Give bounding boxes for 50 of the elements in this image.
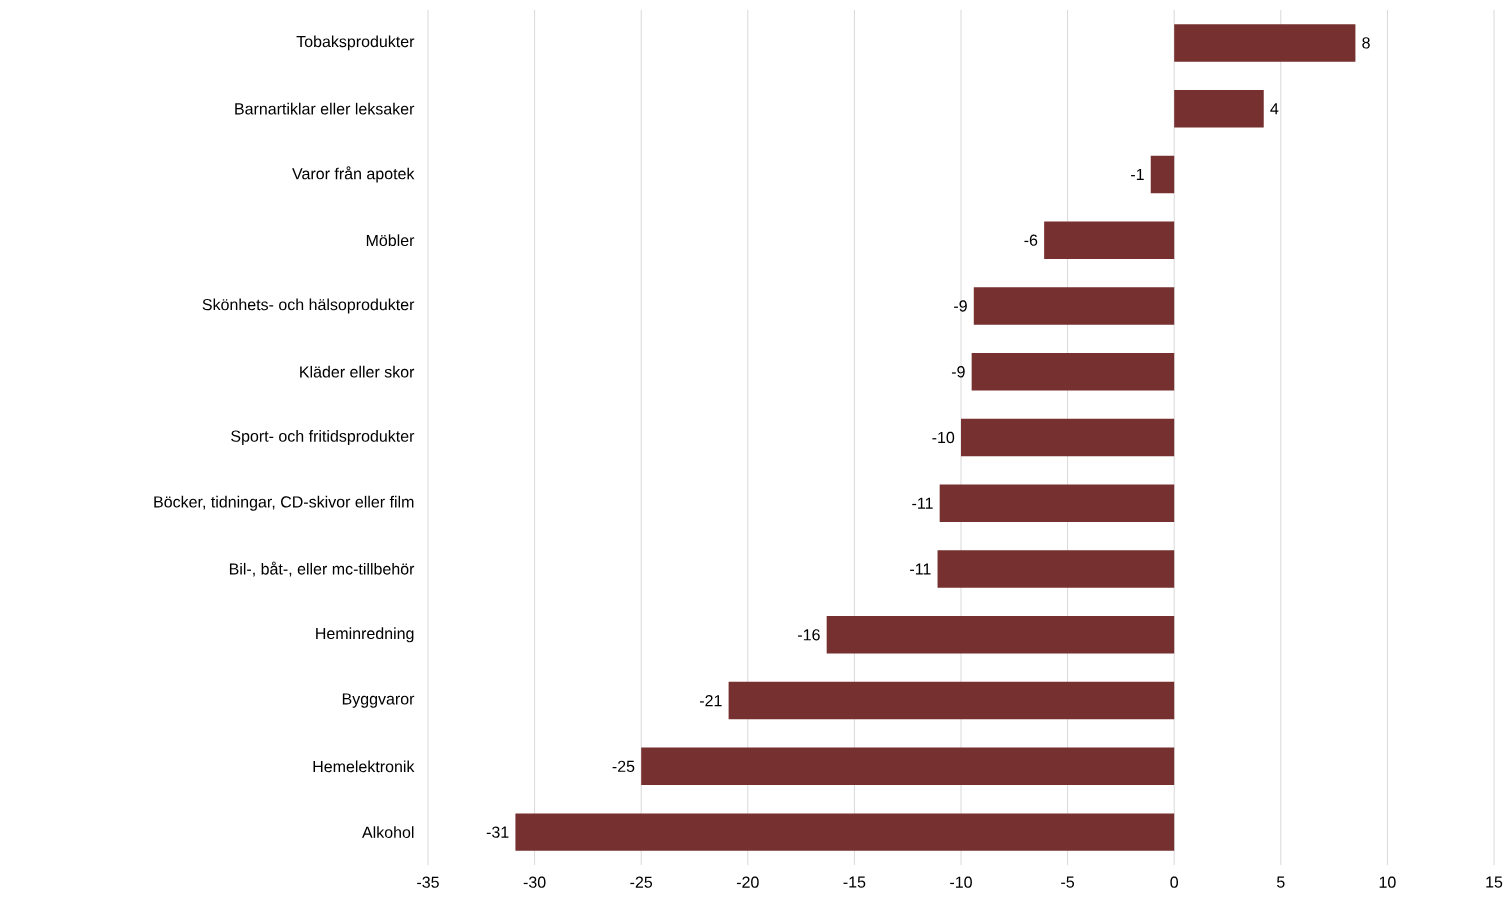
data-label: -25 — [612, 760, 635, 773]
data-label: -6 — [1024, 234, 1038, 246]
bar — [826, 616, 1175, 654]
y-tick-label: Varor från apotek — [292, 166, 415, 183]
bar — [1044, 221, 1175, 259]
data-label: -1 — [1131, 168, 1144, 180]
x-tick-label: -20 — [736, 876, 759, 888]
data-label: -31 — [486, 826, 509, 838]
y-tick-label: Kläder eller skor — [300, 365, 415, 378]
x-tick-label: -30 — [523, 876, 546, 888]
data-label: -10 — [932, 431, 955, 444]
data-label: 8 — [1362, 37, 1370, 49]
y-tick-label: Böcker, tidningar, CD-skivor eller film — [154, 495, 414, 511]
bar — [939, 484, 1175, 523]
bar — [971, 352, 1175, 391]
x-tick-label: 15 — [1486, 876, 1503, 888]
y-tick-label: Skönhets- och hälsoprodukter — [202, 298, 415, 314]
x-tick-label: -10 — [950, 876, 972, 888]
y-tick-label: Möbler — [366, 234, 415, 247]
data-label: -21 — [699, 695, 722, 707]
data-label: -9 — [954, 300, 967, 312]
x-tick-label: -35 — [417, 876, 439, 888]
bar — [728, 681, 1175, 720]
bar — [1174, 24, 1356, 62]
y-tick-label: Bil-, båt-, eller mc-tillbehör — [229, 561, 415, 577]
y-tick-label: Hemelektronik — [313, 760, 415, 773]
data-label: -9 — [951, 366, 965, 378]
bar — [961, 418, 1175, 457]
x-tick-label: 0 — [1170, 876, 1179, 888]
data-label: 4 — [1270, 103, 1279, 115]
x-tick-label: -15 — [843, 876, 866, 888]
data-label: -16 — [798, 629, 820, 641]
bar — [937, 550, 1175, 588]
y-tick-label: Alkohol — [362, 826, 414, 838]
x-tick-label: -25 — [630, 876, 653, 888]
data-label: -11 — [910, 563, 931, 575]
y-tick-label: Sport- och fritidsprodukter — [231, 430, 415, 445]
bar — [515, 813, 1175, 851]
bar — [973, 287, 1175, 325]
bar — [641, 747, 1175, 786]
y-tick-label: Barnartiklar eller leksaker — [235, 102, 415, 115]
x-tick-label: -5 — [1061, 876, 1075, 888]
x-tick-label: 10 — [1379, 876, 1396, 888]
data-label: -11 — [912, 497, 933, 509]
y-tick-label: Byggvaror — [342, 693, 415, 708]
y-tick-label: Heminredning — [316, 627, 414, 643]
x-tick-label: 5 — [1276, 876, 1285, 888]
y-tick-label: Tobaksprodukter — [296, 35, 415, 51]
bar — [1150, 155, 1175, 194]
bar — [1174, 89, 1264, 128]
